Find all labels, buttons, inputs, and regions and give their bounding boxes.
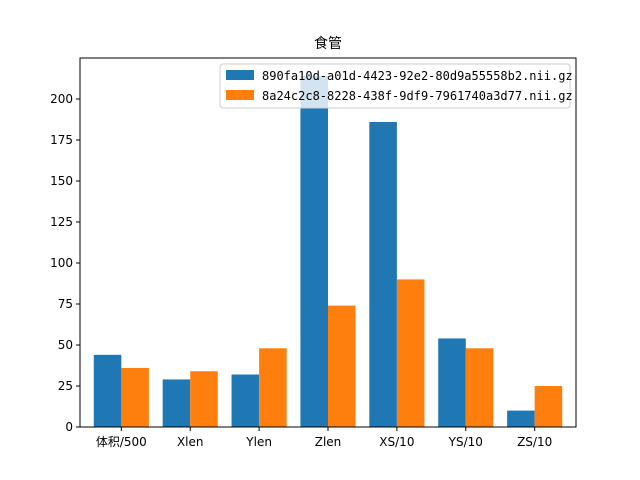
x-tick-label: YS/10: [448, 435, 483, 449]
bar-series2-1: [190, 371, 218, 427]
y-tick-label: 50: [58, 338, 73, 352]
legend-box: [219, 63, 571, 109]
x-tick-label: 体积/500: [96, 435, 147, 449]
legend: 890fa10d-a01d-4423-92e2-80d9a55558b2.nii…: [219, 63, 573, 109]
bar-series1-5: [438, 338, 466, 427]
x-tick-label: Xlen: [177, 435, 204, 449]
bar-series1-0: [93, 354, 122, 427]
bar-series1-4: [369, 121, 397, 428]
chart-title: 食管: [314, 35, 342, 52]
y-tick-label: 175: [50, 133, 73, 147]
bar-series2-3: [328, 305, 356, 427]
legend-label-2: 8a24c2c8-8228-438f-9df9-7961740a3d77.nii…: [262, 89, 573, 103]
legend-label-1: 890fa10d-a01d-4423-92e2-80d9a55558b2.nii…: [262, 69, 573, 83]
y-tick-label: 0: [65, 420, 73, 434]
x-axis: 体积/500 Xlen Ylen Zlen XS/10 YS/10 ZS/10: [96, 427, 552, 449]
bar-series2-0: [121, 367, 149, 427]
bar-series2-4: [396, 279, 425, 427]
y-tick-label: 125: [50, 215, 73, 229]
legend-swatch-1: [226, 70, 254, 80]
bar-series2-5: [465, 348, 494, 427]
x-tick-label: ZS/10: [517, 435, 552, 449]
plot-frame: [79, 57, 577, 428]
bar-series1-6: [507, 410, 535, 427]
y-tick-label: 150: [50, 174, 73, 188]
bar-series2-6: [534, 386, 563, 427]
legend-swatch-2: [226, 90, 254, 100]
x-tick-label: Ylen: [245, 435, 272, 449]
bar-series1-3: [300, 76, 328, 427]
y-tick-label: 25: [58, 379, 73, 393]
bars-group: [93, 76, 563, 428]
x-tick-label: XS/10: [379, 435, 414, 449]
x-tick-label: Zlen: [315, 435, 342, 449]
y-axis: 0 25 50 75 100 125 150 175 200: [50, 92, 80, 434]
y-tick-label: 100: [50, 256, 73, 270]
y-tick-label: 75: [58, 297, 73, 311]
y-tick-label: 200: [50, 92, 73, 106]
bar-series2-2: [259, 348, 287, 427]
bar-series1-1: [162, 379, 191, 427]
bar-series1-2: [231, 374, 260, 427]
